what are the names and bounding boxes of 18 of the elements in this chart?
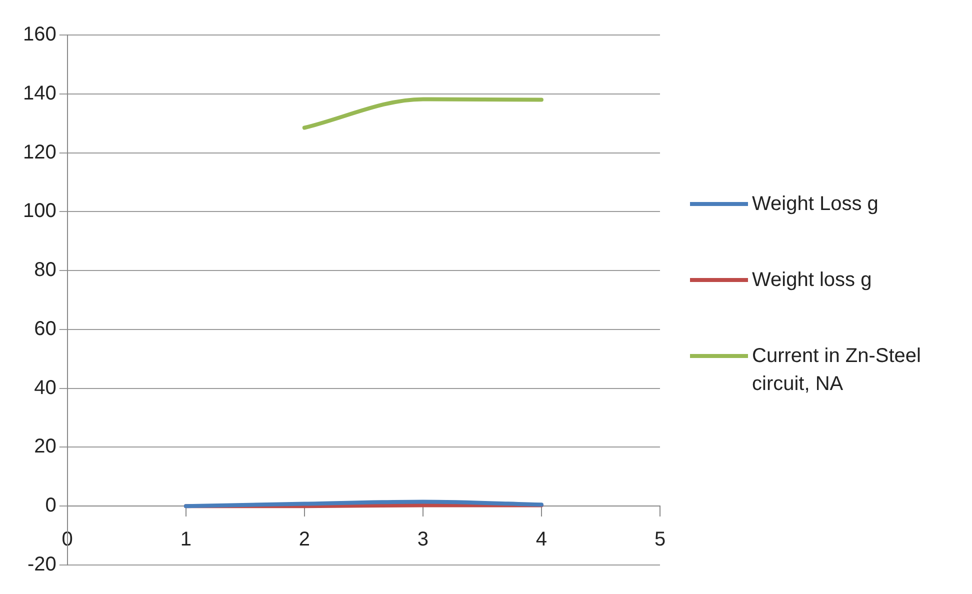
y-tick-label: 40 bbox=[34, 376, 56, 399]
y-tick-label: 60 bbox=[34, 318, 56, 340]
legend-label: Weight Loss g bbox=[752, 192, 878, 217]
y-tick-label: 20 bbox=[34, 436, 56, 458]
legend-label: Current in Zn-Steel circuit, NA bbox=[752, 344, 922, 397]
legend-label: Weight loss g bbox=[752, 268, 872, 293]
y-tick-label: 120 bbox=[22, 141, 56, 164]
x-tick-label: 4 bbox=[536, 528, 548, 551]
y-tick-label: 0 bbox=[45, 494, 56, 517]
y-tick-label: 100 bbox=[22, 200, 56, 222]
y-tick-label: 160 bbox=[22, 24, 56, 46]
x-tick-label: 2 bbox=[298, 528, 310, 551]
x-tick-label: 1 bbox=[180, 528, 192, 551]
y-tick-label: 80 bbox=[34, 259, 56, 282]
x-tick-label: 3 bbox=[417, 528, 429, 551]
y-tick-label: -20 bbox=[27, 554, 56, 576]
y-tick-label: 140 bbox=[22, 82, 56, 104]
x-tick-label: 5 bbox=[654, 528, 666, 551]
